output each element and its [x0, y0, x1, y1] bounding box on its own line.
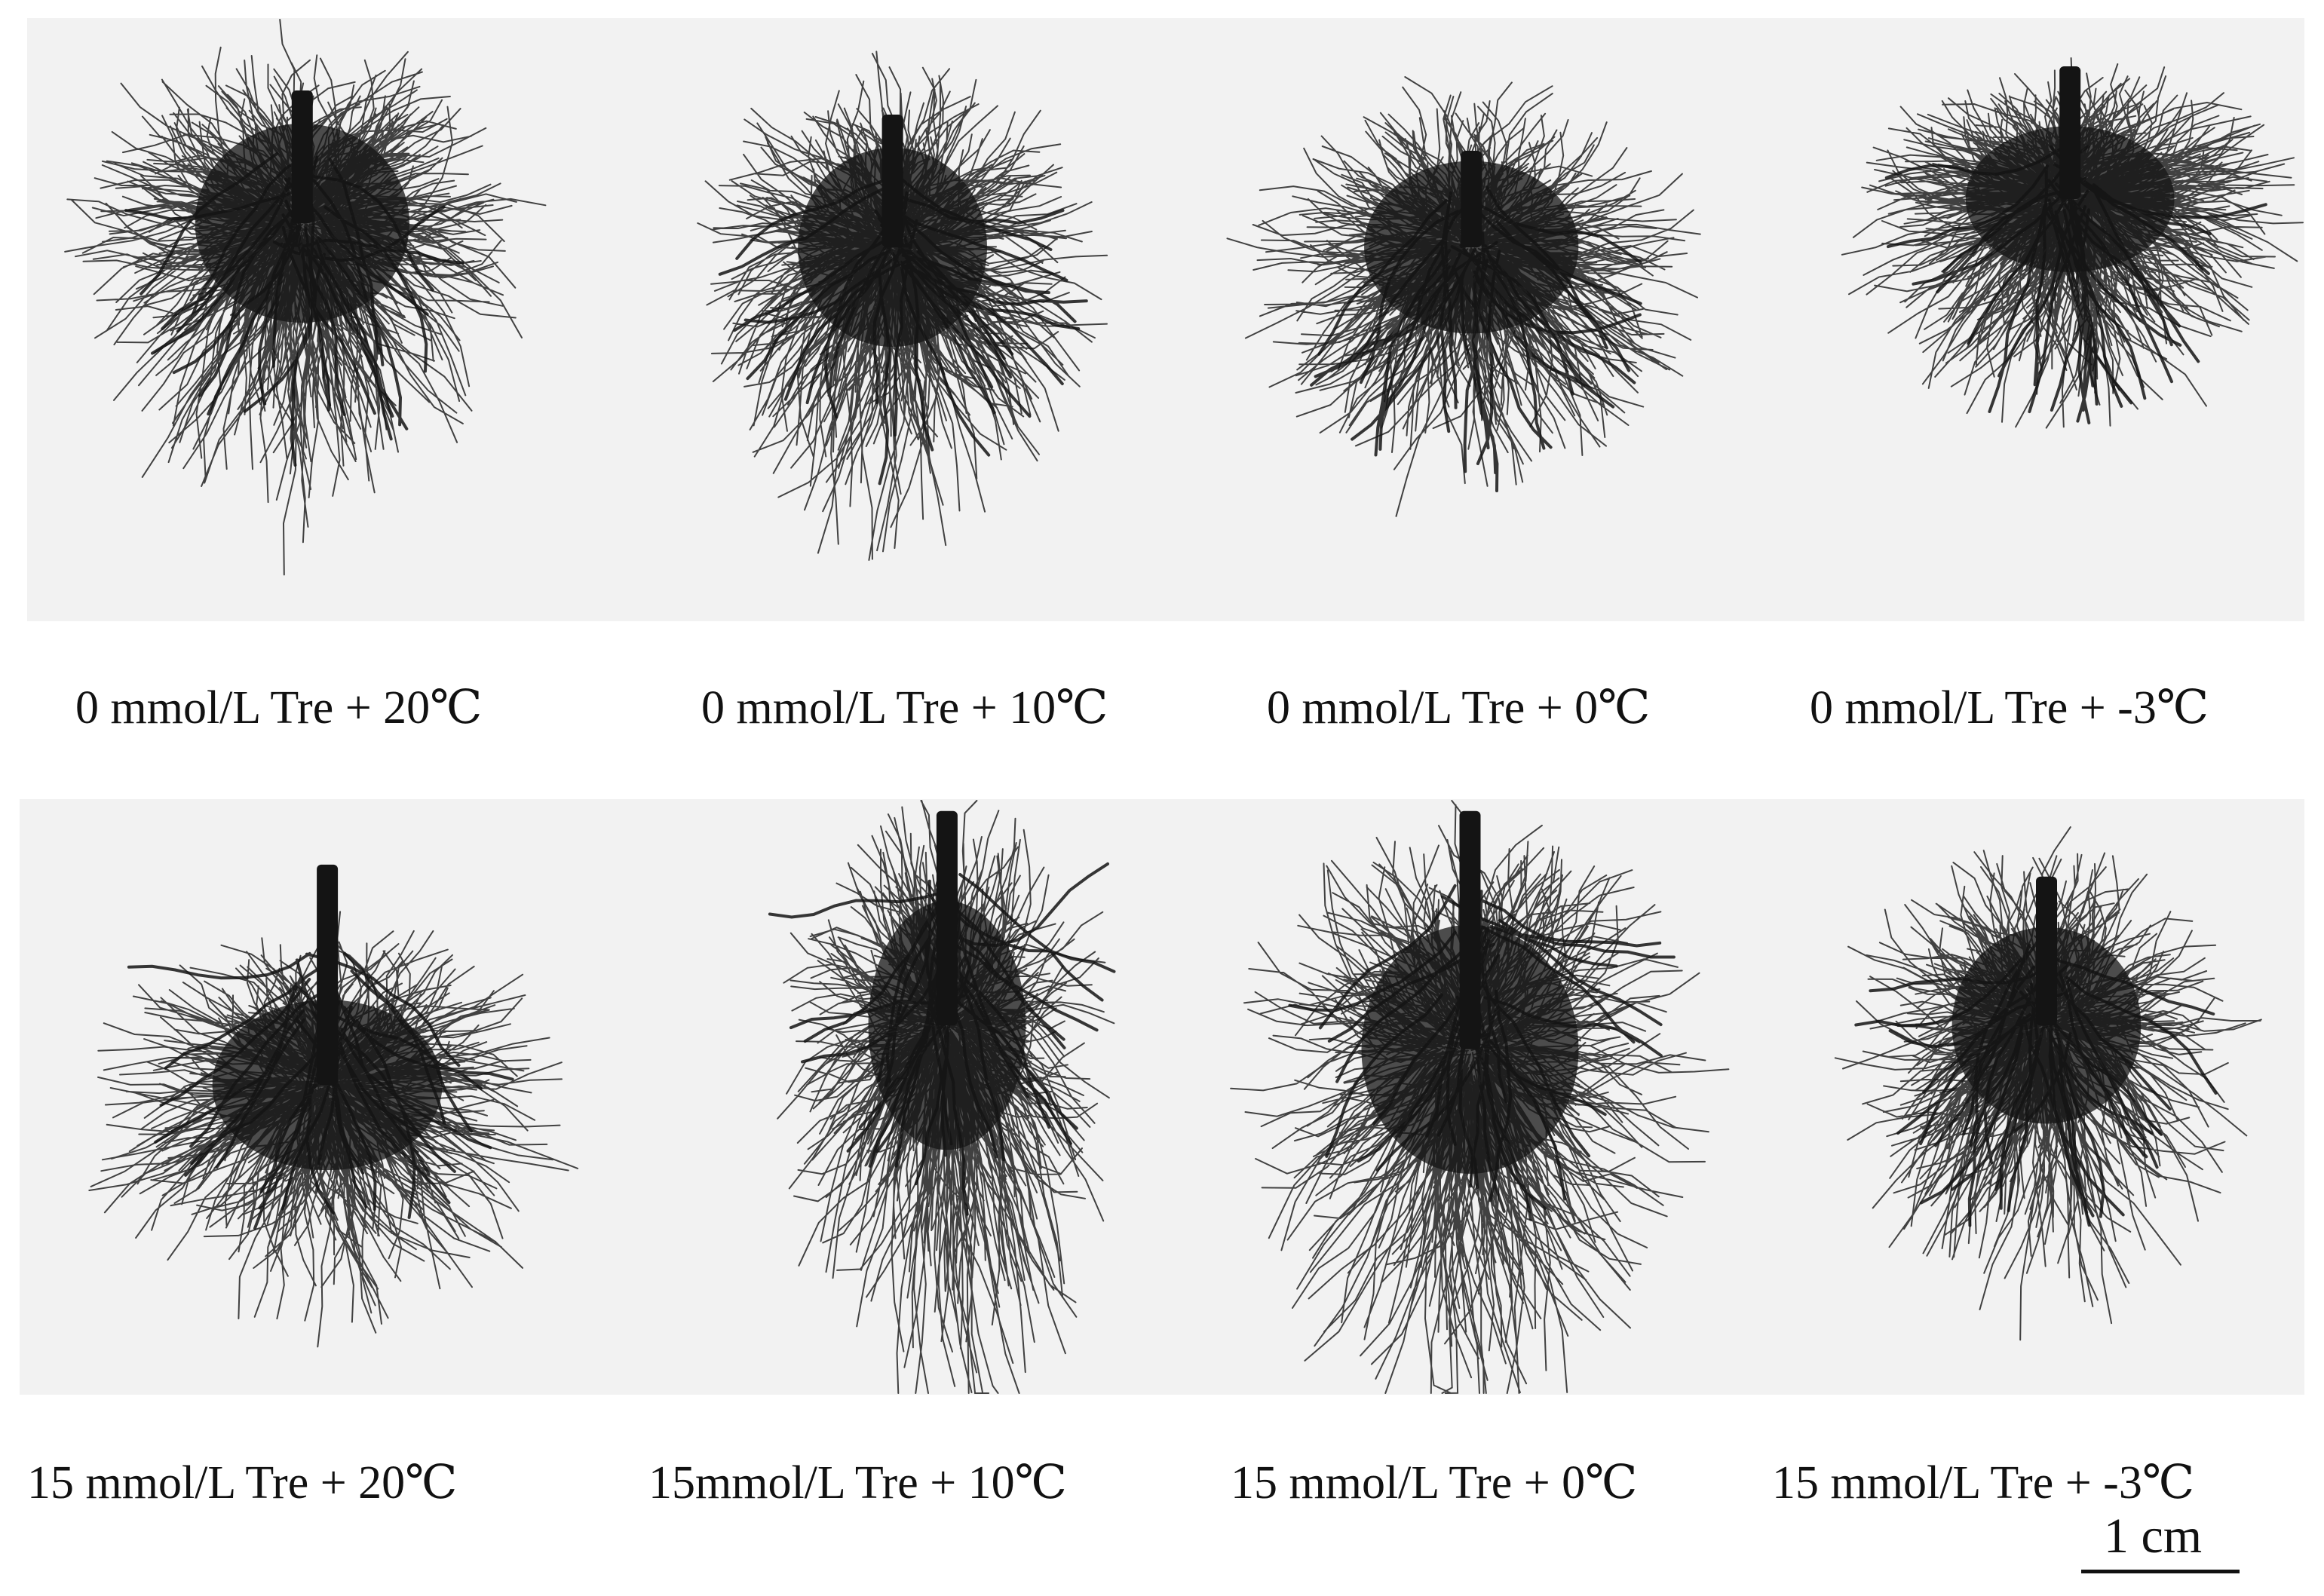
root-photo-p1	[27, 18, 600, 621]
root-photo-p2	[600, 18, 1173, 621]
caption-p7: 15 mmol/L Tre + 0℃	[1231, 1457, 1638, 1509]
root-system-image	[1746, 18, 2304, 621]
root-photo-p8	[1731, 799, 2304, 1395]
scale-bar-label: 1 cm	[2104, 1509, 2203, 1564]
root-photo-p5	[20, 799, 600, 1395]
caption-p5: 15 mmol/L Tre + 20℃	[27, 1457, 458, 1509]
root-system-image	[1173, 18, 1746, 621]
root-system-image	[600, 799, 1151, 1395]
root-system-image	[20, 799, 600, 1395]
caption-p6: 15mmol/L Tre + 10℃	[648, 1457, 1068, 1509]
caption-p8: 15 mmol/L Tre + -3℃	[1772, 1457, 2195, 1509]
root-photo-p4	[1746, 18, 2304, 621]
caption-p4: 0 mmol/L Tre + -3℃	[1810, 682, 2209, 734]
scale-bar	[2081, 1570, 2240, 1573]
root-system-image	[600, 18, 1173, 621]
root-photo-p3	[1173, 18, 1746, 621]
root-system-image	[1151, 799, 1731, 1395]
caption-p1: 0 mmol/L Tre + 20℃	[75, 682, 483, 734]
caption-p3: 0 mmol/L Tre + 0℃	[1267, 682, 1651, 734]
root-system-image	[27, 18, 600, 621]
root-photo-p6	[600, 799, 1151, 1395]
caption-p2: 0 mmol/L Tre + 10℃	[701, 682, 1108, 734]
root-photo-p7	[1151, 799, 1731, 1395]
root-system-image	[1731, 799, 2304, 1395]
